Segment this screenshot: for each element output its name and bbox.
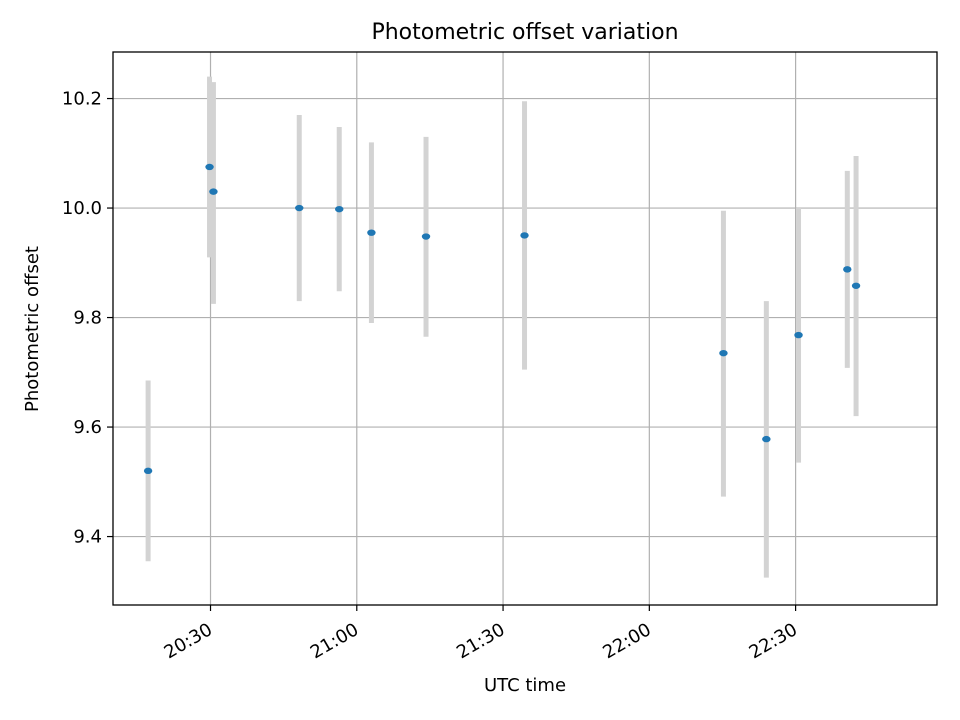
y-tick-label: 9.6	[73, 417, 102, 438]
data-point	[205, 163, 214, 171]
data-point	[143, 467, 153, 475]
y-axis-label: Photometric offset	[22, 246, 43, 412]
y-tick-label: 10.0	[62, 198, 102, 219]
plot-frame	[112, 51, 938, 606]
data-point	[335, 205, 344, 213]
data-point	[421, 233, 431, 240]
y-axis: 9.4 9.6 9.8 10.0 10.2	[62, 89, 113, 548]
data-point	[295, 204, 304, 212]
data-point	[209, 188, 218, 195]
data-point	[762, 435, 771, 443]
data-point	[851, 282, 861, 289]
y-tick-label: 9.8	[73, 308, 102, 329]
y-tick-label: 10.2	[62, 89, 102, 110]
y-tick-label: 9.4	[73, 527, 102, 548]
data-point	[719, 349, 728, 357]
x-axis-label: UTC time	[484, 675, 566, 696]
data-points	[143, 163, 861, 475]
data-point	[843, 266, 852, 273]
data-point	[794, 331, 803, 339]
chart-title: Photometric offset variation	[371, 20, 678, 45]
data-point	[520, 232, 529, 239]
data-point	[367, 229, 376, 236]
